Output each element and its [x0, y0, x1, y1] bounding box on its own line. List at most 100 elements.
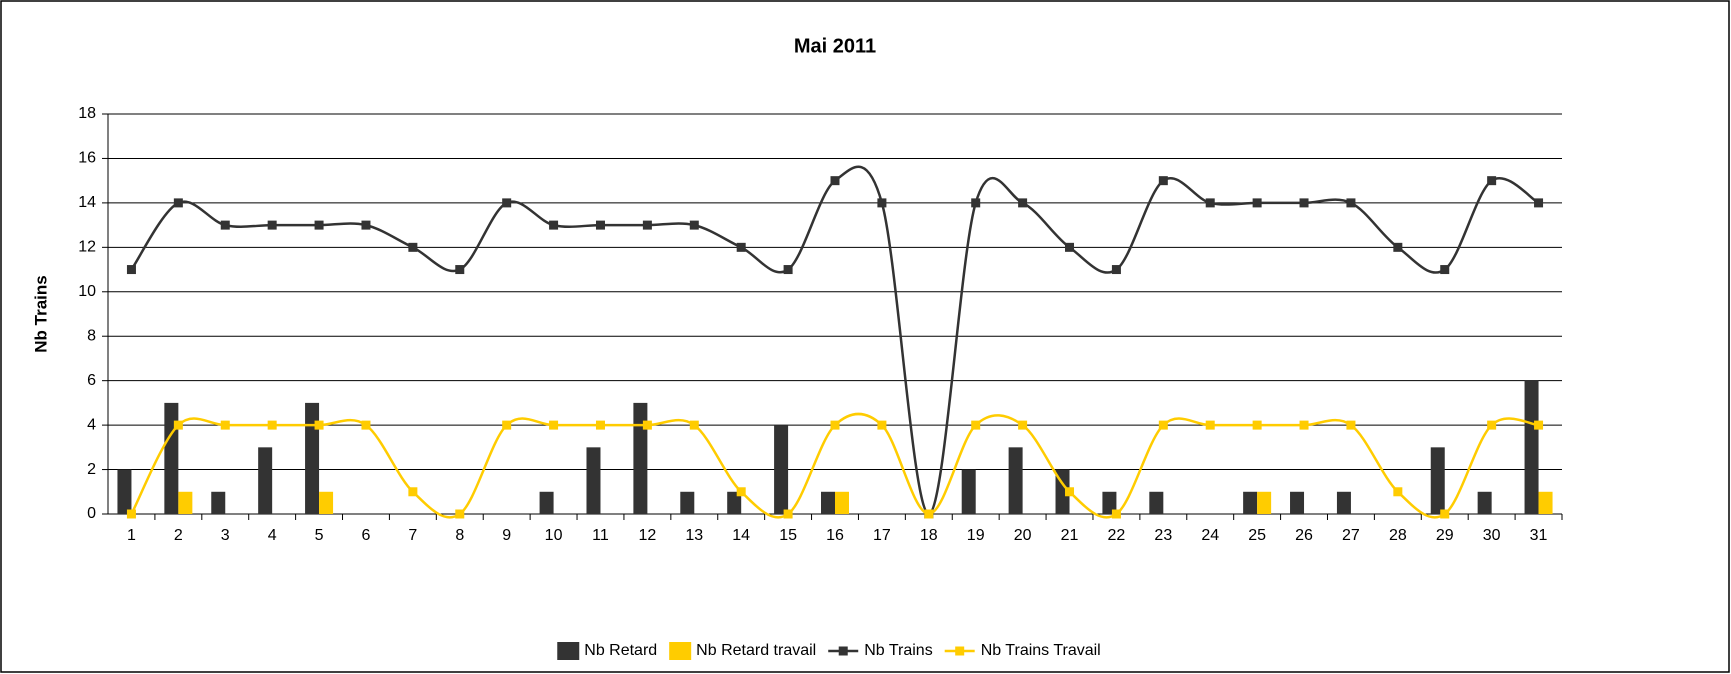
x-tick-label: 15: [779, 527, 797, 544]
y-tick-label: 8: [87, 327, 96, 344]
marker: [1534, 420, 1544, 430]
legend-swatch: [557, 642, 580, 660]
bar: [539, 491, 554, 514]
marker: [1111, 509, 1121, 519]
x-tick-label: 31: [1530, 527, 1548, 544]
bar: [319, 491, 334, 514]
x-tick-label: 22: [1108, 527, 1126, 544]
bar: [1430, 447, 1445, 514]
marker: [314, 220, 324, 230]
marker: [1018, 420, 1028, 430]
x-tick-label: 14: [732, 527, 750, 544]
marker: [971, 420, 981, 430]
marker: [689, 420, 699, 430]
marker: [877, 420, 887, 430]
bar: [1149, 491, 1164, 514]
marker: [1065, 487, 1075, 497]
marker: [783, 509, 793, 519]
x-tick-label: 12: [638, 527, 656, 544]
marker: [1158, 176, 1168, 186]
marker: [1346, 420, 1356, 430]
bar: [1524, 380, 1539, 514]
x-tick-label: 2: [174, 527, 183, 544]
marker: [502, 198, 512, 208]
marker: [267, 220, 277, 230]
bar: [835, 491, 849, 514]
x-tick-label: 18: [920, 527, 938, 544]
y-tick-label: 12: [78, 239, 96, 256]
marker: [1440, 265, 1450, 275]
x-tick-label: 24: [1201, 527, 1219, 544]
marker: [1252, 420, 1262, 430]
marker: [173, 198, 183, 208]
marker: [877, 198, 887, 208]
bar: [164, 402, 179, 514]
y-tick-label: 4: [87, 416, 96, 433]
marker: [173, 420, 183, 430]
marker: [830, 420, 840, 430]
marker: [549, 420, 559, 430]
marker: [1158, 420, 1168, 430]
x-tick-label: 29: [1436, 527, 1454, 544]
legend-label: Nb Retard travail: [696, 642, 816, 659]
x-tick-label: 20: [1014, 527, 1032, 544]
bar: [1257, 491, 1272, 514]
marker: [408, 242, 418, 252]
x-tick-label: 5: [315, 527, 324, 544]
bar: [1055, 469, 1070, 514]
x-tick-label: 3: [221, 527, 230, 544]
marker: [783, 265, 793, 275]
marker: [595, 220, 605, 230]
marker: [1205, 198, 1215, 208]
marker: [126, 265, 136, 275]
marker: [642, 220, 652, 230]
marker: [1205, 420, 1215, 430]
bar: [727, 491, 742, 514]
x-tick-label: 11: [592, 527, 609, 544]
marker: [502, 420, 512, 430]
y-tick-label: 6: [87, 372, 96, 389]
bar: [258, 447, 273, 514]
bar: [1102, 491, 1117, 514]
marker: [1252, 198, 1262, 208]
bar: [680, 491, 695, 514]
x-tick-label: 13: [685, 527, 703, 544]
bar: [961, 469, 976, 514]
x-tick-label: 8: [455, 527, 464, 544]
marker: [126, 509, 136, 519]
bar: [1008, 447, 1023, 514]
marker: [361, 220, 371, 230]
x-tick-label: 4: [268, 527, 277, 544]
marker: [1018, 198, 1028, 208]
legend-marker: [955, 646, 965, 656]
x-tick-label: 7: [408, 527, 417, 544]
y-tick-label: 2: [87, 461, 96, 478]
bar: [1243, 491, 1258, 514]
y-tick-label: 18: [78, 105, 96, 122]
x-tick-label: 19: [967, 527, 985, 544]
marker: [1534, 198, 1544, 208]
x-tick-label: 30: [1483, 527, 1501, 544]
bar: [1290, 491, 1305, 514]
marker: [1440, 509, 1450, 519]
x-tick-label: 21: [1061, 527, 1079, 544]
y-tick-label: 10: [78, 283, 96, 300]
legend-label: Nb Trains Travail: [981, 642, 1101, 659]
legend-label: Nb Trains: [864, 642, 932, 659]
x-tick-label: 28: [1389, 527, 1407, 544]
marker: [1299, 198, 1309, 208]
legend-label: Nb Retard: [584, 642, 657, 659]
marker: [689, 220, 699, 230]
marker: [736, 242, 746, 252]
y-tick-label: 16: [78, 150, 96, 167]
bar: [1538, 491, 1553, 514]
legend: Nb Retard Nb Retard travail Nb Trains Nb Tr…: [557, 642, 1101, 660]
bar: [117, 469, 132, 514]
marker: [1111, 265, 1121, 275]
marker: [220, 220, 230, 230]
marker: [267, 420, 277, 430]
x-tick-label: 23: [1154, 527, 1172, 544]
marker: [1487, 176, 1497, 186]
bar: [821, 491, 835, 514]
